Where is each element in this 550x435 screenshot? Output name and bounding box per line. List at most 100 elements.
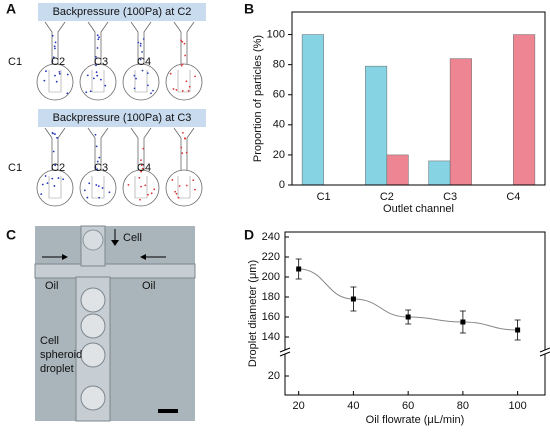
particle xyxy=(141,50,143,53)
particle xyxy=(56,136,58,139)
y-tick-label: 100 xyxy=(267,28,285,40)
particle xyxy=(95,184,98,186)
particle xyxy=(169,72,172,75)
particle xyxy=(141,69,144,72)
particle xyxy=(177,196,180,199)
y-tick-label: 0 xyxy=(279,179,285,191)
particle xyxy=(101,187,104,189)
schematic xyxy=(177,176,191,199)
particle xyxy=(140,164,143,167)
particle xyxy=(185,151,188,154)
particle xyxy=(140,170,143,173)
schematic xyxy=(87,21,109,64)
schematic xyxy=(36,169,74,207)
particle xyxy=(142,38,145,40)
y-tick-label: 220 xyxy=(262,251,280,263)
particle xyxy=(127,183,130,186)
particle xyxy=(96,74,99,77)
schematic xyxy=(130,21,152,64)
particle xyxy=(88,182,91,185)
title-box xyxy=(38,109,206,127)
particle xyxy=(180,39,182,42)
particle xyxy=(54,133,56,135)
x-tick-label: 40 xyxy=(347,400,359,412)
x-tick-label: C3 xyxy=(443,191,457,203)
particle xyxy=(96,34,99,37)
micrograph xyxy=(34,225,196,422)
x-axis-label: Outlet channel xyxy=(383,203,454,215)
schematic xyxy=(130,127,152,170)
particle xyxy=(99,78,102,81)
schematic xyxy=(44,21,66,64)
particle xyxy=(46,182,49,185)
particle xyxy=(144,184,147,187)
particle xyxy=(188,85,191,88)
x-tick-label: C4 xyxy=(506,191,520,203)
line xyxy=(298,268,518,331)
schematic xyxy=(48,176,62,199)
particle xyxy=(53,185,56,187)
x-tick-label: 100 xyxy=(508,400,526,412)
particle xyxy=(175,89,178,91)
particle xyxy=(66,73,69,76)
particle xyxy=(181,152,184,155)
particle xyxy=(181,90,184,92)
schematic xyxy=(134,70,148,93)
schematic xyxy=(122,169,160,207)
particle xyxy=(180,64,183,67)
particle xyxy=(95,71,98,74)
particle xyxy=(185,184,188,187)
x-tick-label: 60 xyxy=(402,400,414,412)
particle xyxy=(85,91,88,94)
x-axis-label: Oil flowrate (μL/min) xyxy=(366,414,465,426)
particle xyxy=(98,156,101,159)
particle xyxy=(194,75,196,78)
axis-break xyxy=(539,347,550,357)
y-tick-label: 40 xyxy=(273,119,285,131)
particle xyxy=(97,185,100,188)
schematic xyxy=(177,70,191,93)
particle xyxy=(54,164,57,167)
channel-label: C3 xyxy=(94,162,108,174)
particle xyxy=(51,60,54,63)
particle xyxy=(54,47,56,50)
particle xyxy=(141,167,144,170)
point xyxy=(350,296,356,302)
particle xyxy=(51,34,54,37)
channel-label: C2 xyxy=(51,56,65,68)
schematic xyxy=(91,70,105,93)
particle xyxy=(142,147,145,150)
annotation: droplet xyxy=(40,363,74,375)
particle xyxy=(140,185,142,188)
particle xyxy=(174,190,177,193)
particle xyxy=(184,54,187,57)
particle xyxy=(97,38,100,41)
particle xyxy=(150,92,152,95)
particle xyxy=(139,58,142,61)
group-title: Backpressure (100Pa) at C2 xyxy=(53,6,192,18)
particle xyxy=(139,42,142,45)
point xyxy=(296,266,302,272)
particle xyxy=(137,41,140,44)
schematic xyxy=(79,169,117,207)
bar xyxy=(428,160,451,186)
annotation: Cell xyxy=(123,232,142,244)
y-tick-label: 80 xyxy=(273,59,285,71)
particle xyxy=(55,80,58,83)
schematic xyxy=(48,70,62,93)
annotation: Cell xyxy=(40,335,59,347)
particle xyxy=(181,131,184,134)
particle xyxy=(54,74,56,77)
particle xyxy=(96,47,99,49)
particle xyxy=(94,133,97,136)
group-title: Backpressure (100Pa) at C3 xyxy=(53,112,192,124)
y-axis-label: Proportion of particles (%) xyxy=(252,35,264,162)
particle xyxy=(66,92,69,95)
particle xyxy=(138,176,141,179)
particle xyxy=(175,192,178,195)
axes-frame xyxy=(291,11,546,186)
particle xyxy=(133,87,136,90)
channel-label: C3 xyxy=(94,56,108,68)
schematic xyxy=(165,169,203,207)
